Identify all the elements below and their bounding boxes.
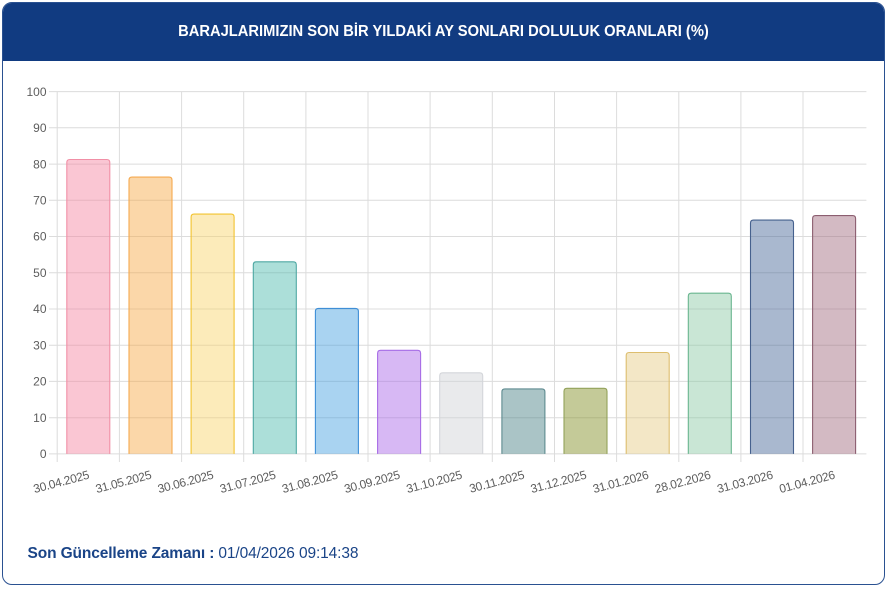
svg-text:0: 0 xyxy=(40,447,47,461)
svg-text:31.12.2025: 31.12.2025 xyxy=(529,468,588,496)
svg-text:20: 20 xyxy=(33,375,47,389)
svg-text:90: 90 xyxy=(33,121,47,135)
svg-text:30.06.2025: 30.06.2025 xyxy=(156,468,215,496)
svg-text:10: 10 xyxy=(33,411,47,425)
svg-text:31.07.2025: 31.07.2025 xyxy=(218,468,277,496)
svg-text:31.01.2026: 31.01.2026 xyxy=(591,468,650,496)
svg-text:31.03.2026: 31.03.2026 xyxy=(716,468,775,496)
svg-text:31.10.2025: 31.10.2025 xyxy=(405,468,464,496)
svg-text:28.02.2026: 28.02.2026 xyxy=(653,468,712,496)
svg-text:50: 50 xyxy=(33,266,47,280)
svg-text:80: 80 xyxy=(33,157,47,171)
svg-text:60: 60 xyxy=(33,230,47,244)
svg-text:70: 70 xyxy=(33,194,47,208)
svg-text:30.09.2025: 30.09.2025 xyxy=(343,468,402,496)
svg-text:30.11.2025: 30.11.2025 xyxy=(468,468,526,496)
svg-text:31.05.2025: 31.05.2025 xyxy=(94,468,153,496)
svg-text:40: 40 xyxy=(33,302,47,316)
svg-text:30.04.2025: 30.04.2025 xyxy=(32,468,91,496)
svg-text:30: 30 xyxy=(33,338,47,352)
svg-text:01.04.2026: 01.04.2026 xyxy=(778,468,837,496)
svg-text:31.08.2025: 31.08.2025 xyxy=(280,468,339,496)
svg-text:100: 100 xyxy=(26,85,46,99)
